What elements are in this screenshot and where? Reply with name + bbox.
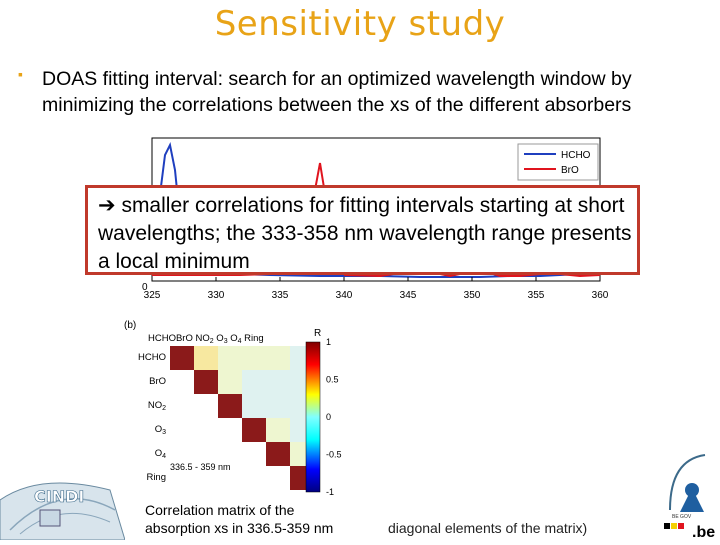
matrix-cell [194, 370, 218, 394]
row-label: BrO [149, 376, 166, 387]
matrix-cell [218, 394, 242, 418]
correlation-matrix-svg: (b) HCHOBrO NO2 O3 O4 Ring HCHO BrO NO2 O3 O… [124, 320, 342, 497]
column-header-sub-o3: 3 [224, 338, 228, 345]
x-tick-label: 345 [400, 290, 417, 301]
matrix-cell [266, 370, 290, 394]
row-label: O4 [155, 448, 166, 460]
annotation-body: smaller correlations for fitting interva… [98, 194, 632, 273]
colorbar-tick-label: 1 [326, 337, 331, 347]
matrix-cell [242, 346, 266, 370]
series-line-hcho [151, 141, 601, 278]
right-arrow-icon: ➔ [98, 194, 116, 217]
gov-small-text: BE GOV [672, 514, 692, 520]
colorbar-tick-label: -0.5 [326, 450, 342, 460]
row-label: NO2 [148, 400, 166, 412]
matrix-caption-line1: Correlation matrix of the [145, 502, 295, 518]
matrix-caption-line2: absorption xs in 336.5-359 nm [145, 520, 334, 536]
matrix-cell [266, 346, 290, 370]
diagonal-caption: diagonal elements of the matrix) [388, 520, 588, 536]
column-header-sub-no2: 2 [210, 338, 214, 345]
legend-label-bro: BrO [561, 165, 579, 176]
matrix-caption: Correlation matrix of the absorption xs … [145, 501, 333, 537]
matrix-cell [266, 442, 290, 466]
legend-label-hcho: HCHO [561, 150, 591, 161]
colorbar-tick-label: 0 [326, 412, 331, 422]
cindi-logo: CINDI [0, 470, 126, 541]
row-labels: HCHO BrO NO2 O3 O4 Ring [138, 352, 166, 483]
cindi-logo-text: CINDI [34, 487, 84, 506]
be-logo-text: .be [692, 524, 715, 540]
matrix-cell [266, 394, 290, 418]
column-header-main: HCHOBrO NO [148, 333, 210, 344]
matrix-cell [242, 418, 266, 442]
annotation-text: ➔ smaller correlations for fitting inter… [98, 192, 633, 276]
matrix-cell [218, 370, 242, 394]
matrix-cell [218, 346, 242, 370]
x-tick-label: 350 [464, 290, 481, 301]
legend-box [517, 143, 599, 181]
matrix-cell [266, 418, 290, 442]
matrix-cell [242, 394, 266, 418]
belgian-gov-logo: BE GOV .be [650, 450, 720, 541]
row-label: Ring [146, 472, 166, 483]
correlation-matrix-panel: (b) HCHOBrO NO2 O3 O4 Ring HCHO BrO NO2 O3 O… [110, 318, 370, 498]
row-label: HCHO [138, 352, 166, 363]
bullet-text: DOAS fitting interval: search for an opt… [42, 68, 632, 116]
colorbar-title: R [314, 328, 321, 339]
y-tick-label: 0 [142, 282, 148, 293]
colorbar-tick-label: -1 [326, 487, 334, 497]
column-header-sub-o4: 4 [238, 338, 242, 345]
x-tick-label: 325 [144, 290, 161, 301]
x-tick-label: 360 [592, 290, 609, 301]
column-header: HCHOBrO NO2 O3 O4 Ring [148, 333, 264, 345]
matrix-cell [242, 370, 266, 394]
x-tick-label: 335 [272, 290, 289, 301]
colorbar-tick-label: 0.5 [326, 375, 339, 385]
x-tick-label: 330 [208, 290, 225, 301]
x-tick-label: 340 [336, 290, 353, 301]
slide-title: Sensitivity study [214, 4, 506, 44]
x-tick-group: 325 330 335 340 345 350 355 360 [144, 277, 609, 301]
panel-label: (b) [124, 320, 136, 331]
colorbar [305, 341, 321, 493]
matrix-cell [170, 346, 194, 370]
x-tick-label: 355 [528, 290, 545, 301]
row-label: O3 [155, 424, 166, 436]
matrix-cell [194, 346, 218, 370]
bullet-square-icon: ▪ [18, 66, 23, 82]
colorbar-ticks: 1 0.5 0 -0.5 -1 [326, 337, 342, 497]
annotation-box: ➔ smaller correlations for fitting inter… [85, 185, 640, 275]
interval-label: 336.5 - 359 nm [170, 462, 231, 472]
